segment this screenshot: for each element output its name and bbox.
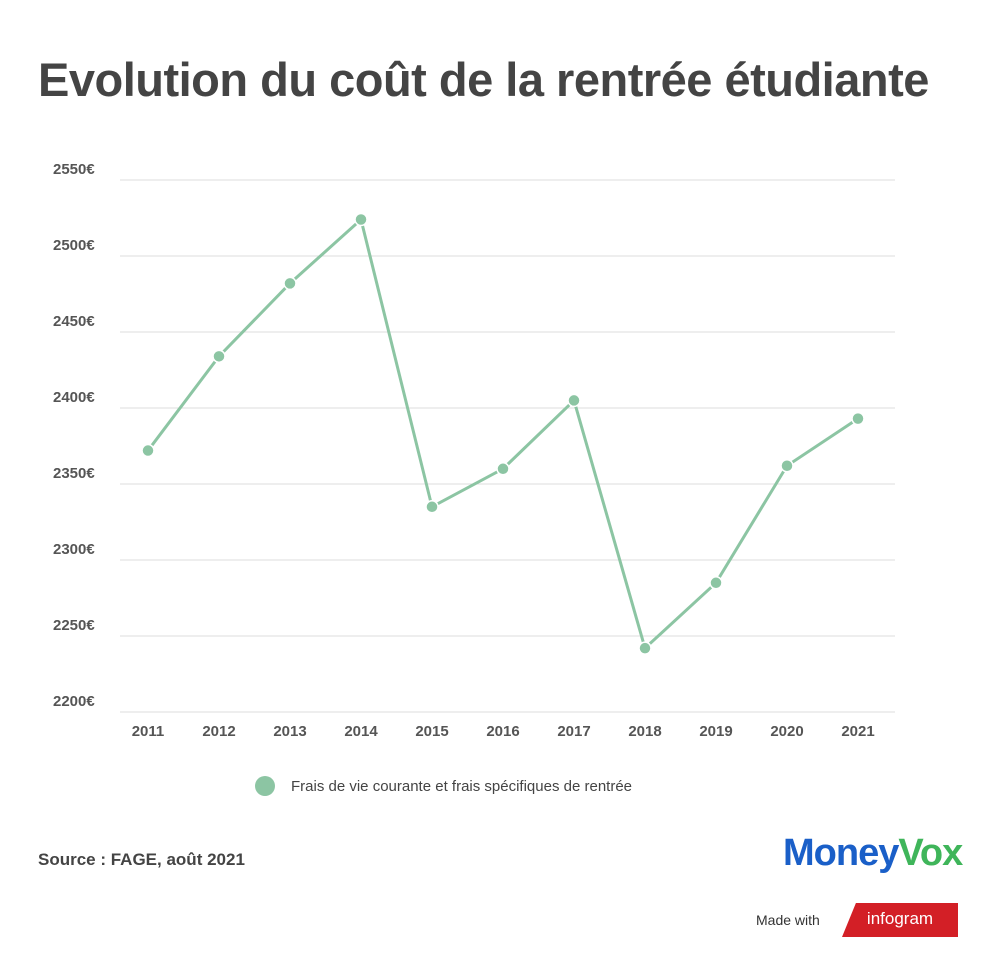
data-point xyxy=(425,500,439,514)
data-point xyxy=(354,212,368,227)
x-tick-label: 2012 xyxy=(202,723,235,740)
data-point xyxy=(141,443,155,458)
moneyvox-logo: MoneyVox xyxy=(783,832,963,874)
data-point xyxy=(780,459,794,473)
legend: Frais de vie courante et frais spécifiqu… xyxy=(255,776,632,796)
data-point xyxy=(709,576,723,590)
legend-marker xyxy=(255,776,275,796)
y-tick-label: 2550€ xyxy=(53,161,95,178)
x-tick-label: 2011 xyxy=(132,723,165,740)
chart-title: Evolution du coût de la rentrée étudiant… xyxy=(38,53,929,106)
made-with-text: Made with xyxy=(756,912,820,928)
y-tick-label: 2250€ xyxy=(53,617,95,634)
series-line xyxy=(146,216,859,651)
x-tick-label: 2019 xyxy=(699,723,732,740)
data-point xyxy=(212,349,226,364)
source-note: Source : FAGE, août 2021 xyxy=(38,850,245,869)
data-point xyxy=(496,462,510,476)
x-tick-label: 2013 xyxy=(273,723,306,740)
data-point xyxy=(567,393,581,408)
x-tick-label: 2017 xyxy=(557,723,590,740)
data-point xyxy=(851,411,865,426)
x-tick-label: 2020 xyxy=(770,723,803,740)
data-point xyxy=(638,641,652,655)
x-tick-label: 2021 xyxy=(841,723,874,740)
x-tick-label: 2015 xyxy=(415,723,448,740)
x-tick-label: 2018 xyxy=(628,723,661,740)
x-tick-label: 2014 xyxy=(344,723,378,740)
infogram-logo[interactable]: infogram xyxy=(842,903,958,937)
legend-label: Frais de vie courante et frais spécifiqu… xyxy=(291,777,633,795)
line-chart: 2200€ 2250€ 2300€ 2350€ 2400€ 2450€ 2500€ 2550€… xyxy=(53,161,895,740)
x-tick-label: 2016 xyxy=(486,723,519,740)
y-tick-label: 2500€ xyxy=(53,237,95,254)
y-tick-label: 2200€ xyxy=(53,693,95,710)
data-point xyxy=(283,276,297,291)
y-tick-label: 2400€ xyxy=(53,389,95,406)
y-tick-label: 2300€ xyxy=(53,541,95,558)
y-tick-label: 2450€ xyxy=(53,313,95,330)
y-tick-label: 2350€ xyxy=(53,465,95,482)
